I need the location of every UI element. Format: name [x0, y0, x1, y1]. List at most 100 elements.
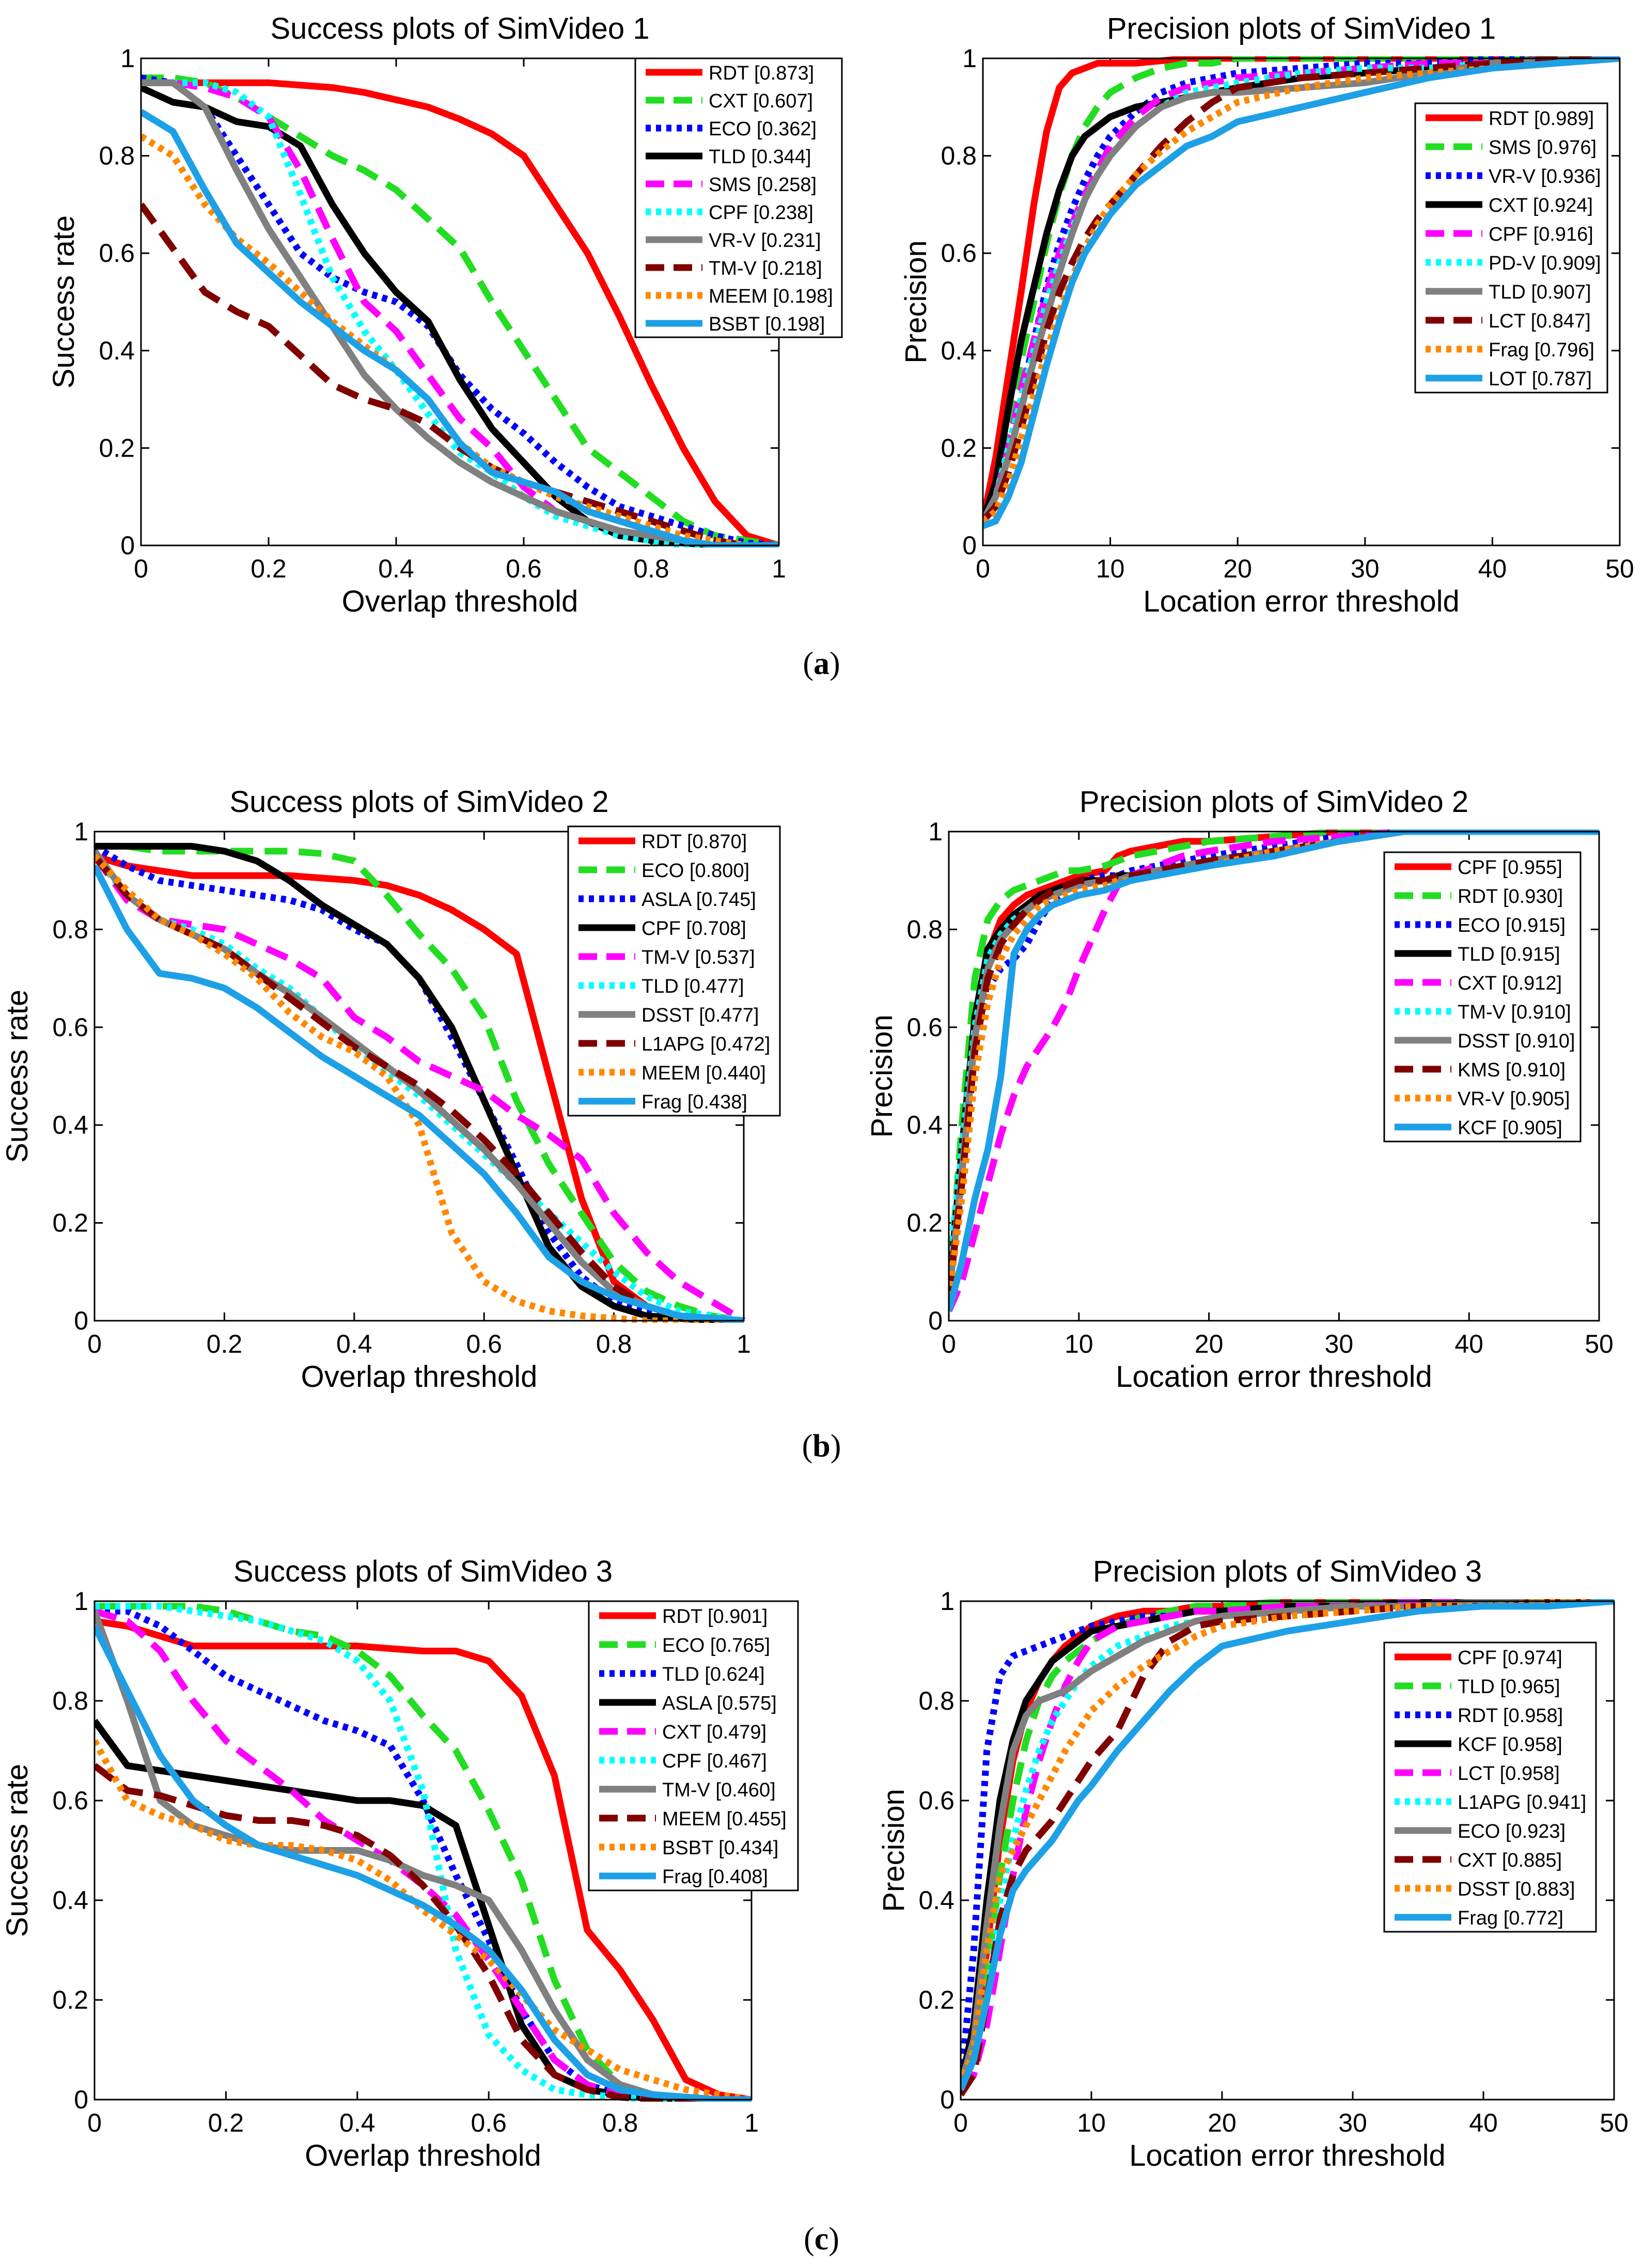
series-line-4 — [983, 56, 1620, 522]
y-tick-label: 0.4 — [906, 1110, 943, 1139]
legend-label-7: DSST [0.477] — [641, 1005, 759, 1026]
y-tick-label: 0.4 — [99, 336, 135, 365]
legend-label-6: PD-V [0.909] — [1489, 253, 1601, 274]
y-tick-label: 0.6 — [52, 1786, 88, 1815]
y-tick-label: 0.8 — [918, 1686, 954, 1715]
legend-label-2: SMS [0.976] — [1489, 137, 1597, 159]
legend-label-1: RDT [0.901] — [662, 1606, 768, 1628]
series-line-5 — [95, 854, 746, 1323]
x-tick-label: 10 — [1077, 2108, 1106, 2137]
x-tick-label: 0.8 — [602, 2108, 638, 2137]
chart-a-precision: Precision plots of SimVideo 10 10 20 30 40 50… — [899, 12, 1634, 618]
series-line-8 — [141, 202, 779, 548]
y-tick-label: 0.6 — [99, 239, 135, 268]
legend: RDT [0.989] SMS [0.976] VR-V [0.936] CXT [0… — [1414, 102, 1608, 394]
legend-label-7: ECO [0.923] — [1458, 1821, 1566, 1842]
y-tick-label: 0.8 — [52, 915, 88, 944]
series-line-6 — [141, 79, 779, 548]
y-tick-label: 0 — [74, 1306, 88, 1335]
series-line-9 — [961, 1599, 1614, 2086]
legend-label-1: RDT [0.873] — [709, 62, 814, 84]
x-tick-label: 0.4 — [339, 2108, 375, 2137]
x-axis-label: Overlap threshold — [342, 585, 578, 618]
legend-box — [588, 1600, 799, 1891]
legend: RDT [0.870] ECO [0.800] ASLA [0.745] CPF [0… — [567, 825, 781, 1117]
legend-box — [1383, 1641, 1597, 1933]
y-tick-label: 0.2 — [906, 1209, 943, 1238]
x-tick-label: 0 — [976, 554, 990, 583]
legend-label-7: VR-V [0.231] — [709, 230, 821, 252]
x-tick-label: 50 — [1605, 554, 1634, 583]
legend-label-8: TM-V [0.218] — [709, 258, 822, 279]
y-tick-label: 0.6 — [918, 1786, 954, 1815]
series-line-1 — [141, 79, 780, 548]
y-tick-label: 1 — [940, 1587, 954, 1616]
legend-label-4: TLD [0.344] — [709, 146, 811, 168]
chart-c-precision: Precision plots of SimVideo 30 10 20 30 40 50… — [877, 1555, 1629, 2172]
y-tick-label: 0.4 — [52, 1886, 88, 1915]
x-axis-label: Location error threshold — [1129, 2139, 1446, 2172]
legend-label-3: ECO [0.915] — [1458, 915, 1566, 936]
series-line-2 — [983, 56, 1620, 523]
series-line-8 — [949, 830, 1599, 1297]
legend-label-6: TM-V [0.910] — [1458, 1002, 1571, 1023]
legend: RDT [0.873] CXT [0.607] ECO [0.362] TLD [0.… — [634, 57, 843, 338]
x-tick-label: 0.6 — [466, 1329, 502, 1358]
legend-label-7: DSST [0.910] — [1458, 1030, 1575, 1052]
x-tick-label: 0 — [87, 2108, 102, 2137]
legend-label-9: BSBT [0.434] — [662, 1837, 778, 1859]
legend-label-5: SMS [0.258] — [709, 174, 817, 196]
series-line-2 — [949, 830, 1599, 1297]
legend-label-10: BSBT [0.198] — [709, 314, 825, 335]
x-tick-label: 0.2 — [208, 2108, 244, 2137]
legend-label-10: LOT [0.787] — [1489, 368, 1592, 390]
caption-b: (b) — [802, 1429, 841, 1464]
legend-label-8: LCT [0.847] — [1489, 310, 1591, 332]
chart-title: Precision plots of SimVideo 2 — [1079, 785, 1468, 819]
x-tick-label: 1 — [737, 1329, 751, 1358]
y-tick-label: 1 — [74, 817, 88, 846]
x-axis-label: Overlap threshold — [301, 1360, 538, 1394]
x-tick-label: 10 — [1096, 554, 1125, 583]
legend-label-8: MEEM [0.455] — [662, 1808, 787, 1830]
series-line-2 — [95, 1603, 752, 2102]
y-axis-label: Success rate — [47, 215, 81, 388]
y-tick-label: 0.4 — [941, 336, 977, 365]
series-line-1 — [95, 1618, 752, 2102]
x-tick-label: 50 — [1600, 2108, 1629, 2137]
legend-label-9: MEEM [0.198] — [709, 286, 833, 307]
legend-label-3: VR-V [0.936] — [1489, 166, 1601, 187]
legend-label-4: KCF [0.958] — [1458, 1734, 1562, 1756]
y-tick-label: 1 — [928, 817, 943, 846]
legend-label-3: TLD [0.624] — [662, 1664, 765, 1685]
y-tick-label: 0.4 — [52, 1110, 88, 1139]
x-tick-label: 0.2 — [207, 1329, 243, 1358]
legend-label-1: RDT [0.989] — [1489, 108, 1594, 130]
legend-label-6: CPF [0.238] — [709, 202, 813, 224]
legend-label-6: CPF [0.467] — [662, 1750, 767, 1772]
legend-label-4: ASLA [0.575] — [662, 1693, 777, 1714]
x-axis-label: Location error threshold — [1143, 585, 1460, 618]
legend-label-9: VR-V [0.905] — [1458, 1088, 1570, 1110]
legend-label-2: ECO [0.765] — [662, 1635, 770, 1656]
series-line-10 — [95, 1624, 752, 2102]
y-axis-label: Precision — [877, 1789, 911, 1912]
y-tick-label: 0.2 — [99, 433, 135, 462]
legend-label-2: RDT [0.930] — [1458, 886, 1563, 908]
legend-label-2: TLD [0.965] — [1458, 1676, 1560, 1698]
legend: RDT [0.901] ECO [0.765] TLD [0.624] ASLA [0… — [588, 1600, 799, 1891]
legend-label-9: Frag [0.796] — [1489, 339, 1594, 361]
legend-label-10: Frag [0.772] — [1458, 1907, 1563, 1929]
legend-label-4: CXT [0.924] — [1489, 195, 1593, 216]
x-tick-label: 0.2 — [251, 554, 287, 583]
legend-label-9: DSST [0.883] — [1458, 1879, 1575, 1900]
chart-c-success: Success plots of SimVideo 3 0 0.2 0.4 0.6 0.8… — [1, 1555, 799, 2172]
y-tick-label: 0.8 — [52, 1686, 88, 1715]
y-tick-label: 0.8 — [99, 142, 135, 170]
x-tick-label: 10 — [1065, 1329, 1093, 1358]
series-line-7 — [983, 56, 1620, 523]
series-line-10 — [961, 1599, 1615, 2091]
legend-box — [567, 825, 781, 1117]
legend-label-10: Frag [0.408] — [662, 1866, 768, 1888]
y-tick-label: 0 — [74, 2085, 88, 2114]
